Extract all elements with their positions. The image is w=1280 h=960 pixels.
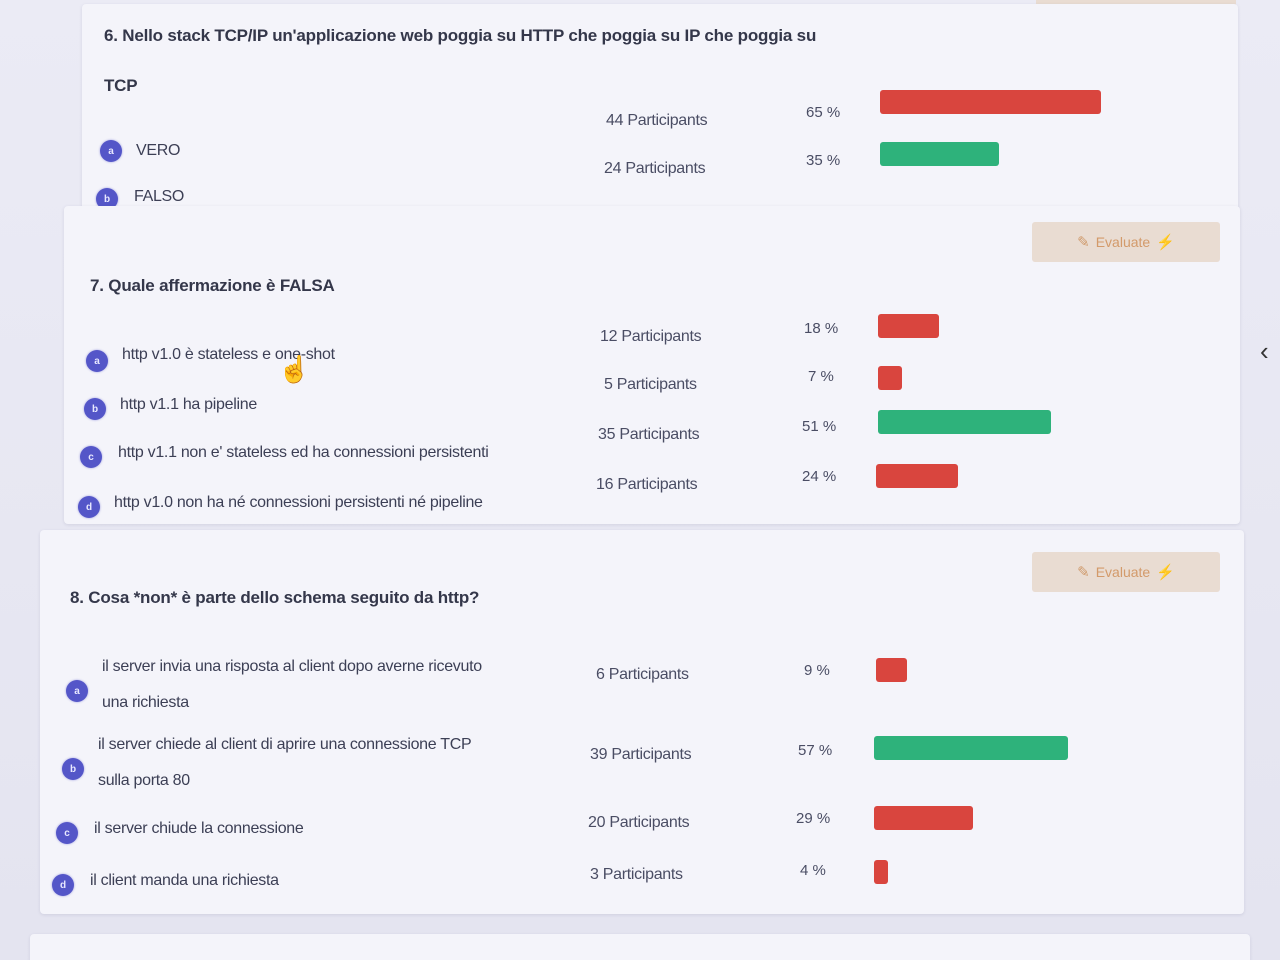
result-bar [874,806,973,830]
result-bar [878,314,939,338]
option-text-line2: sulla porta 80 [98,772,190,789]
percent-label: 29 % [796,810,831,827]
participants-count: 16 Participants [596,476,698,493]
percent-label: 57 % [798,742,833,759]
option-letter-badge: a [66,680,88,702]
question-card-7: ✎ Evaluate ⚡ 7. Quale affermazione è FAL… [64,206,1240,524]
percent-label: 4 % [800,862,826,879]
option-letter-badge: c [56,822,78,844]
result-bar [880,142,999,166]
person-edit-icon: ✎ [1077,234,1090,251]
result-bar [876,464,958,488]
percent-label: 35 % [806,152,841,169]
percent-label: 51 % [802,418,837,435]
question-card-6: 6. Nello stack TCP/IP un'applicazione we… [82,4,1238,230]
option-letter-badge: a [100,140,122,162]
result-bar [876,658,907,682]
option-letter-badge: b [84,398,106,420]
participants-count: 20 Participants [588,814,690,831]
participants-count: 44 Participants [606,112,708,129]
option-text: http v1.1 ha pipeline [120,396,257,413]
evaluate-label: Evaluate [1095,564,1151,580]
participants-count: 39 Participants [590,746,692,763]
option-text: il server chiede al client di aprire una… [98,736,472,753]
question-card-8: ✎ Evaluate ⚡ 8. Cosa *non* è parte dello… [40,530,1244,914]
evaluate-label: Evaluate [1095,234,1151,250]
percent-label: 24 % [802,468,837,485]
option-letter-badge: d [52,874,74,896]
bolt-icon: ⚡ [1156,564,1175,581]
hand-pointer-icon: ☝ [278,354,311,384]
result-bar [878,410,1051,434]
question-title: 6. Nello stack TCP/IP un'applicazione we… [104,26,817,45]
participants-count: 35 Participants [598,426,700,443]
option-text: VERO [136,142,181,159]
option-text: il server chiude la connessione [94,820,304,837]
participants-count: 12 Participants [600,328,702,345]
option-text: http v1.0 non ha né connessioni persiste… [114,494,483,511]
option-text: FALSO [134,188,185,205]
result-bar [874,736,1068,760]
percent-label: 7 % [808,368,834,385]
option-letter-badge: a [86,350,108,372]
participants-count: 6 Participants [596,666,689,683]
option-letter-badge: c [80,446,102,468]
question-title: 8. Cosa *non* è parte dello schema segui… [70,588,480,607]
percent-label: 65 % [806,104,841,121]
evaluate-button[interactable]: ✎ Evaluate ⚡ [1032,222,1220,262]
bolt-icon: ⚡ [1156,234,1175,251]
result-bar [874,860,888,884]
percent-label: 9 % [804,662,830,679]
option-text: http v1.0 è stateless e one-shot [122,346,335,363]
participants-count: 3 Participants [590,866,683,883]
evaluate-button[interactable]: ✎ Evaluate ⚡ [1032,552,1220,592]
option-text: il server invia una risposta al client d… [102,658,482,675]
option-text: http v1.1 non e' stateless ed ha conness… [118,444,489,461]
option-text-line2: una richiesta [102,694,189,711]
result-bar [880,90,1101,114]
participants-count: 5 Participants [604,376,697,393]
person-edit-icon: ✎ [1077,564,1090,581]
option-letter-badge: b [96,188,118,210]
side-arrow-icon: ‹ [1260,336,1269,366]
question-title-line2: TCP [104,76,138,95]
result-bar [878,366,902,390]
percent-label: 18 % [804,320,839,337]
option-letter-badge: d [78,496,100,518]
participants-count: 24 Participants [604,160,706,177]
option-text: il client manda una richiesta [90,872,279,889]
question-title: 7. Quale affermazione è FALSA [90,276,335,295]
option-letter-badge: b [62,758,84,780]
question-card-next [30,934,1250,960]
